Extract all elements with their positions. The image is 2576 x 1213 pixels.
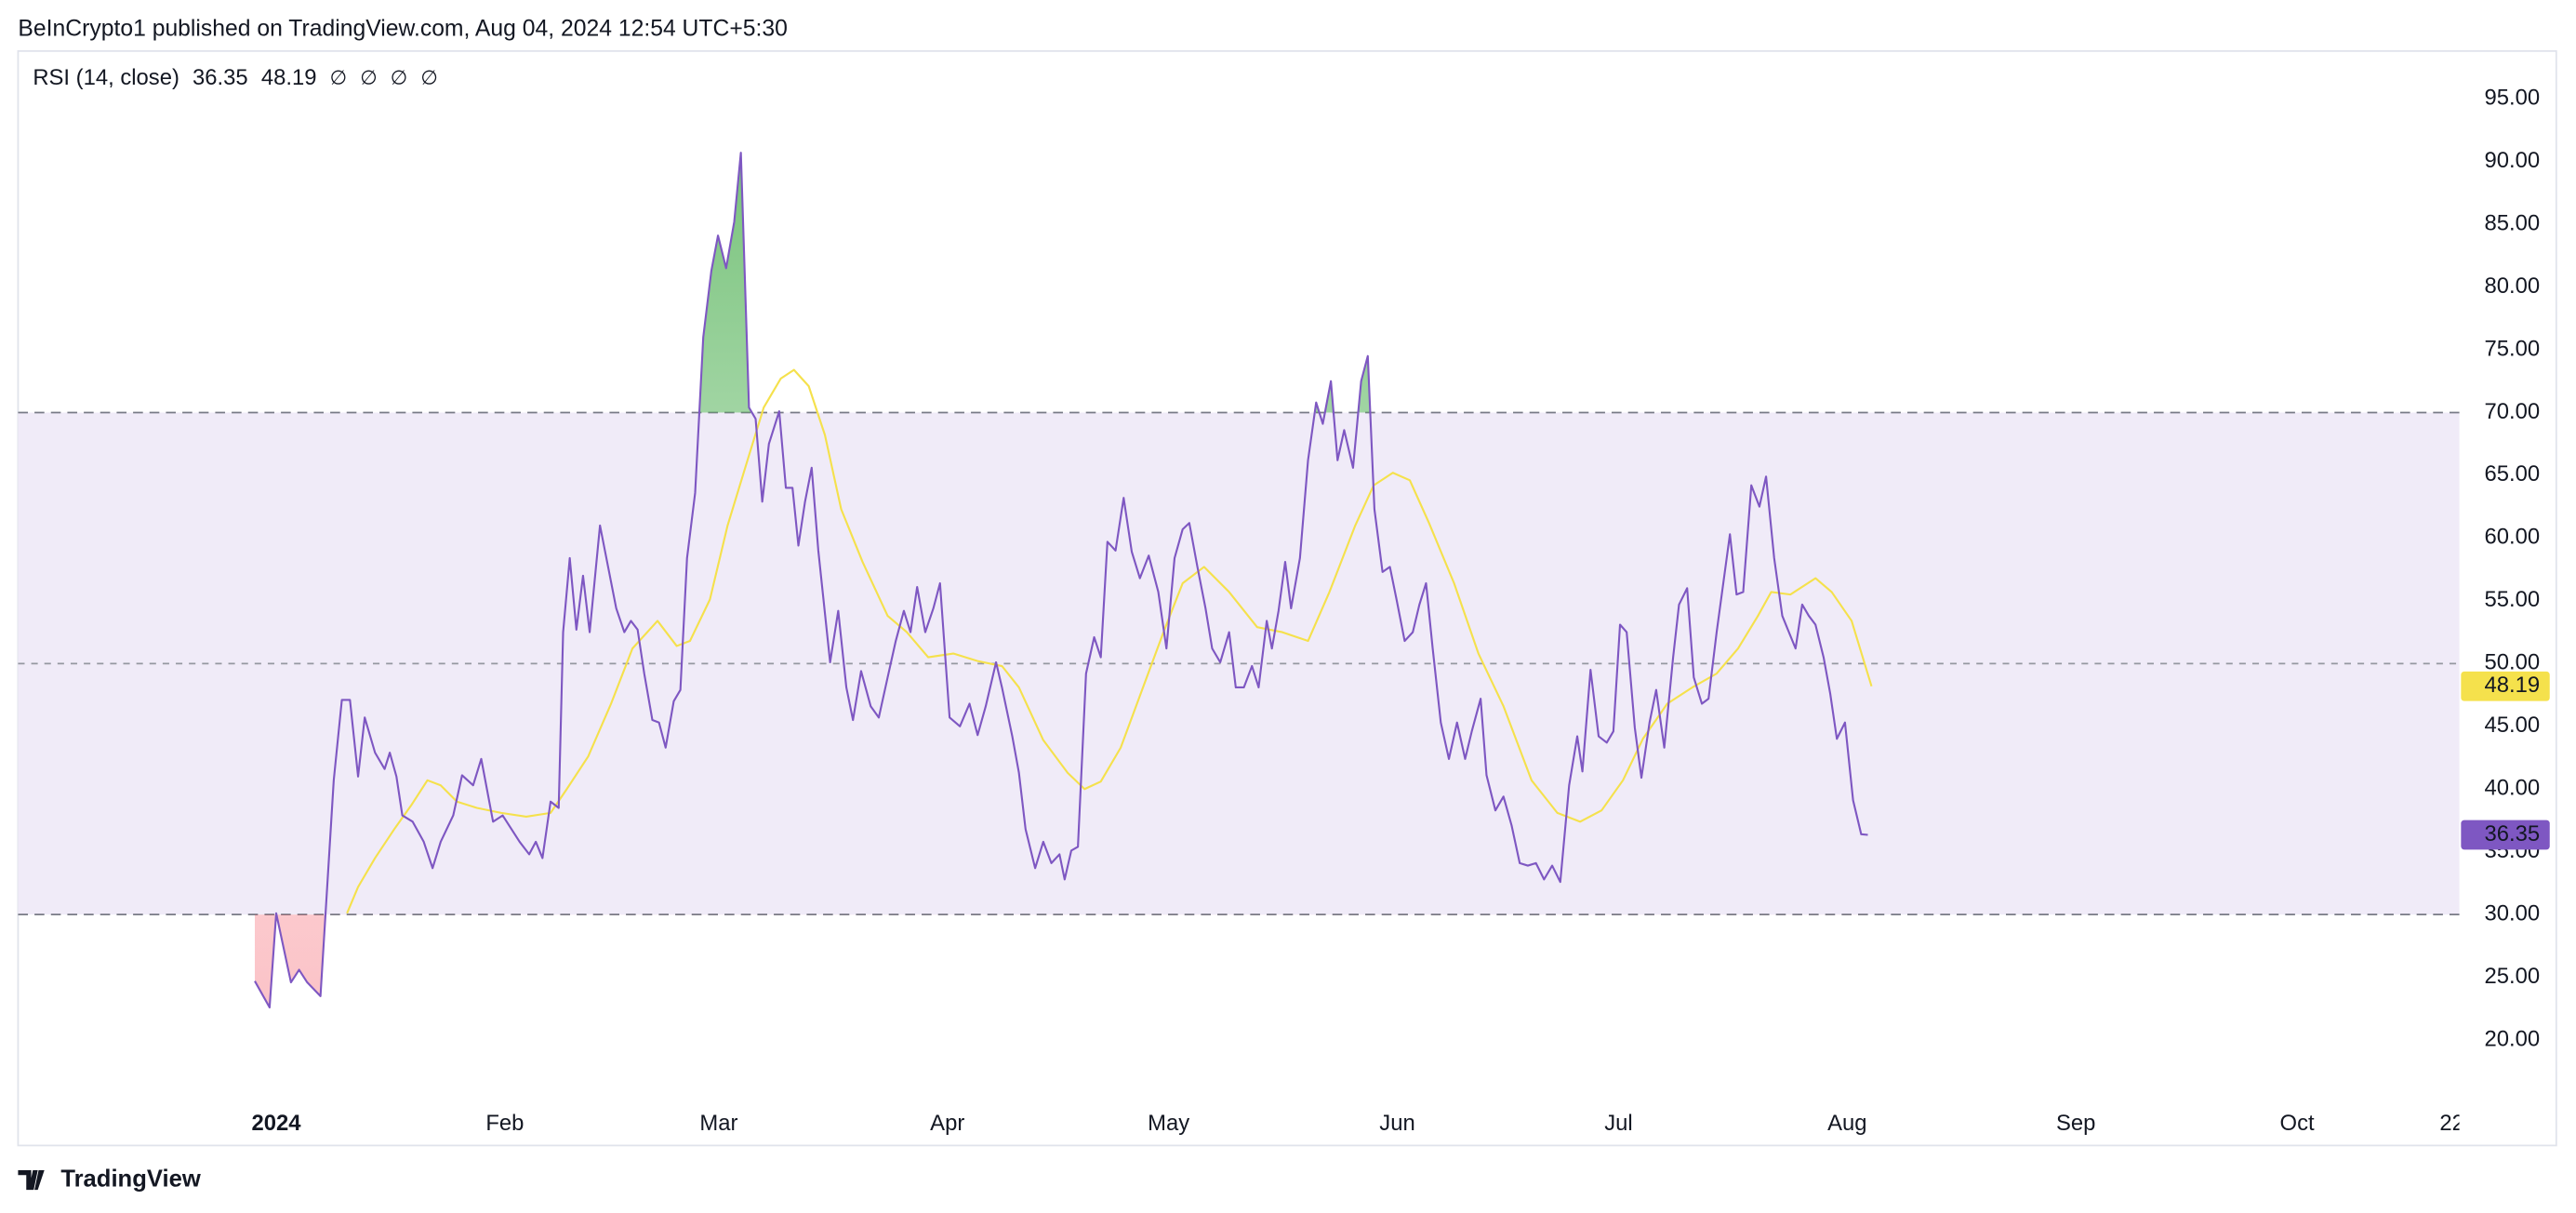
series-line	[346, 368, 1873, 914]
y-tick-label: 55.00	[2484, 587, 2540, 612]
x-tick-label: Feb	[485, 1111, 524, 1136]
y-tick-label: 70.00	[2484, 399, 2540, 424]
legend-value: 48.19	[261, 65, 317, 90]
last-value-tag	[2461, 671, 2550, 701]
y-tick-label: 50.00	[2484, 650, 2540, 675]
x-tick-label: Apr	[930, 1111, 964, 1136]
legend-title: RSI (14, close)	[33, 65, 179, 90]
series-line	[254, 152, 1868, 1009]
last-value-tag	[2461, 820, 2550, 850]
legend-value: 36.35	[193, 65, 248, 90]
legend-icon: ∅	[420, 68, 437, 89]
x-tick-label: Mar	[699, 1111, 737, 1136]
x-tick-label: Jun	[1379, 1111, 1414, 1136]
x-tick-label: Sep	[2056, 1111, 2095, 1136]
x-tick-label: Jul	[1604, 1111, 1632, 1136]
brand-name: TradingView	[60, 1166, 200, 1192]
x-tick-label: May	[1148, 1111, 1189, 1136]
x-tick-label: Oct	[2280, 1111, 2315, 1136]
rsi-band	[18, 412, 2460, 915]
y-tick-label: 30.00	[2484, 900, 2540, 926]
y-tick-label: 60.00	[2484, 525, 2540, 550]
y-tick-label: 90.00	[2484, 148, 2540, 173]
publish-header: BeInCrypto1 published on TradingView.com…	[18, 16, 788, 41]
last-value-label: 36.35	[2484, 821, 2540, 846]
legend-icon: ∅	[391, 68, 407, 89]
x-tick-label: Aug	[1827, 1111, 1866, 1136]
y-tick-label: 95.00	[2484, 85, 2540, 110]
x-axis: 2024 Feb Mar Apr May Jun Jul Aug Sep Oct 22	[252, 1111, 2464, 1136]
y-tick-label: 25.00	[2484, 964, 2540, 989]
y-tick-label: 65.00	[2484, 461, 2540, 487]
x-tick-label: 2024	[252, 1111, 302, 1136]
y-tick-label: 20.00	[2484, 1026, 2540, 1051]
y-tick-label: 40.00	[2484, 776, 2540, 801]
y-tick-label: 85.00	[2484, 210, 2540, 235]
y-tick-label: 80.00	[2484, 273, 2540, 299]
tradingview-logo	[18, 1169, 45, 1191]
y-tick-label: 45.00	[2484, 713, 2540, 738]
y-tick-label: 75.00	[2484, 336, 2540, 361]
legend-icon: ∅	[360, 68, 377, 89]
legend-icon: ∅	[330, 68, 347, 89]
x-tick-label: 22	[2439, 1111, 2464, 1136]
last-value-label: 48.19	[2484, 673, 2540, 698]
